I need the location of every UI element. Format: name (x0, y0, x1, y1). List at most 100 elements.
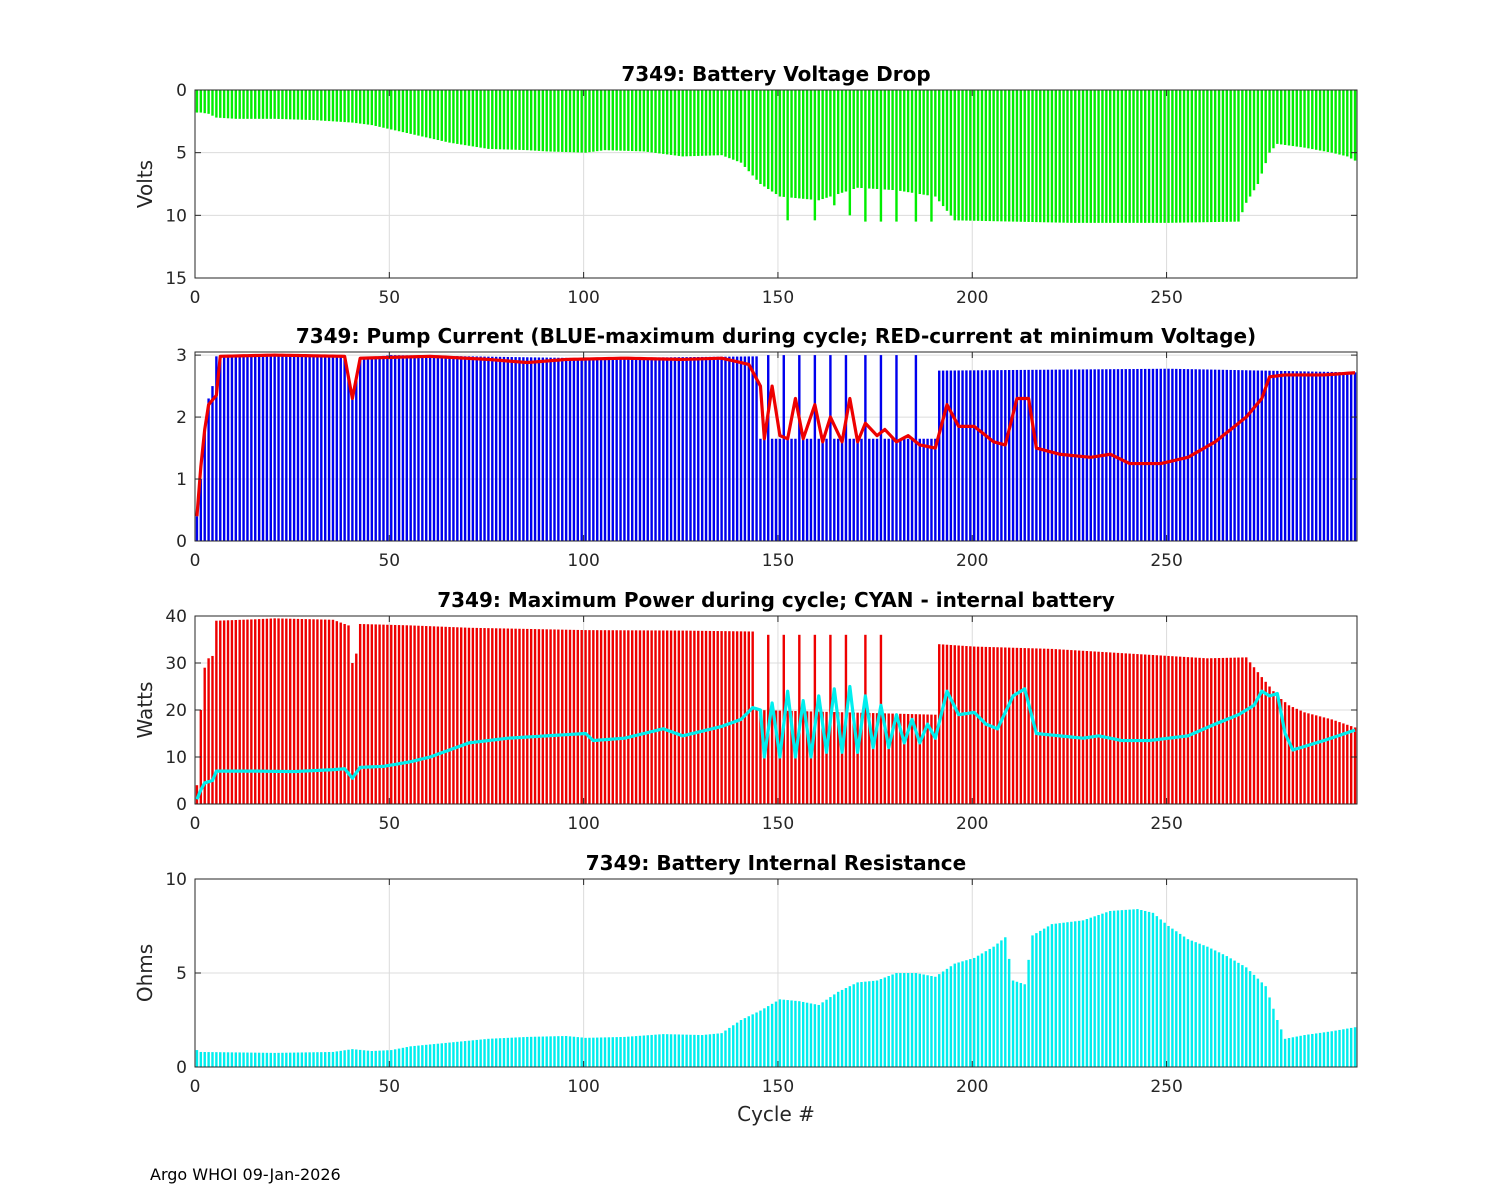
data-bar (378, 90, 381, 127)
data-bar (650, 1034, 653, 1067)
data-bar (864, 90, 867, 222)
data-bar (1206, 946, 1209, 1067)
data-bar (1229, 369, 1232, 541)
data-bar (914, 355, 918, 541)
data-bar (770, 710, 774, 804)
data-bar (1023, 648, 1026, 804)
data-bar (393, 90, 397, 131)
data-bar (665, 1034, 669, 1067)
data-bar (735, 1022, 739, 1067)
data-bar (320, 619, 323, 804)
data-bar (285, 90, 288, 120)
data-bar (584, 1037, 587, 1067)
data-bar (631, 1036, 634, 1067)
data-bar (533, 357, 537, 541)
data-bar (642, 357, 646, 541)
data-bar (922, 974, 925, 1067)
data-bar (285, 618, 288, 804)
data-bar (1066, 649, 1069, 804)
data-bar (1019, 647, 1023, 804)
data-bar (914, 90, 918, 222)
data-bar (312, 355, 315, 541)
data-bar (976, 646, 980, 804)
data-bar (502, 628, 506, 804)
data-bar (529, 1036, 533, 1067)
data-bar (277, 1052, 280, 1067)
data-bar (926, 438, 929, 541)
data-bar (1213, 658, 1217, 804)
y-axis-label: Ohms (133, 944, 157, 1002)
data-bar (829, 90, 832, 197)
data-bar (798, 1001, 801, 1067)
data-bar (949, 966, 953, 1067)
x-tick-label: 50 (378, 288, 400, 308)
x-tick-label: 250 (1150, 288, 1182, 308)
data-bar (782, 90, 785, 197)
data-bar (510, 90, 513, 150)
y-tick-label: 10 (165, 870, 187, 890)
data-bar (700, 90, 704, 156)
data-bar (669, 357, 673, 541)
data-bar (934, 90, 937, 197)
data-bar (526, 1036, 529, 1067)
data-bar (405, 355, 409, 541)
data-bar (483, 90, 486, 149)
data-bar (491, 628, 494, 804)
data-bar (868, 90, 871, 189)
data-bar (1268, 90, 1271, 153)
data-bar (918, 973, 921, 1067)
data-bar (1023, 90, 1026, 222)
data-bar (654, 357, 657, 541)
data-bar (561, 1036, 564, 1067)
max-power-panel: 0 50 100 150 200 250 0 10 20 30 40 7349: Maximum Po… (133, 588, 1358, 834)
data-bar (821, 90, 824, 200)
data-bar (1000, 940, 1003, 1067)
data-bar (242, 1052, 245, 1067)
data-bar (564, 90, 568, 153)
data-bar (592, 630, 595, 804)
data-bar (973, 370, 976, 541)
data-bar (1233, 657, 1236, 804)
data-bar (541, 90, 545, 152)
data-bar (199, 1051, 203, 1067)
data-bar (596, 1037, 599, 1067)
data-bar (868, 981, 871, 1067)
data-bar (1120, 369, 1124, 541)
data-bar (1116, 652, 1120, 804)
data-bar (549, 629, 552, 804)
data-bar (1058, 923, 1061, 1067)
data-bar (378, 356, 381, 541)
data-bar (638, 630, 642, 804)
data-bar (949, 90, 953, 216)
data-bar (836, 90, 840, 195)
data-bar (1182, 656, 1186, 804)
data-bar (829, 997, 832, 1067)
data-bar (1023, 984, 1026, 1067)
data-bar (615, 357, 618, 541)
y-tick-label: 0 (176, 81, 187, 101)
data-bar (984, 951, 988, 1067)
data-bar (1101, 913, 1104, 1067)
data-bar (234, 90, 238, 119)
data-bar (662, 90, 665, 154)
data-bar (553, 629, 556, 804)
data-bar (292, 355, 296, 541)
data-bar (549, 357, 552, 541)
data-bar (1202, 658, 1205, 804)
data-bar (1015, 369, 1019, 541)
data-bar (1046, 90, 1050, 223)
data-bar (1256, 370, 1260, 541)
data-bar (1124, 653, 1127, 804)
data-bar (813, 90, 817, 221)
data-bar (487, 356, 490, 541)
data-bar (471, 356, 475, 541)
data-bar (526, 628, 529, 804)
data-bar (1190, 657, 1194, 804)
data-bar (409, 625, 412, 804)
y-tick-label: 20 (165, 701, 187, 721)
data-bar (1109, 652, 1112, 804)
data-bar (673, 1034, 677, 1067)
data-bar (825, 711, 828, 804)
data-bar (1237, 370, 1240, 541)
data-bar (922, 90, 925, 195)
